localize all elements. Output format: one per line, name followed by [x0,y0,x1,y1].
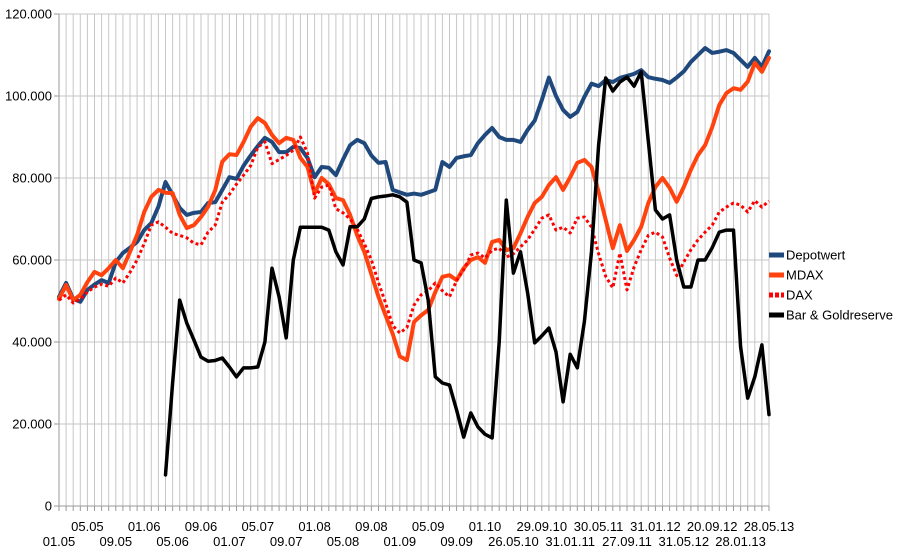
x-axis-label: 29.09.10 [516,519,567,534]
y-axis-label: 100.000 [5,89,52,104]
x-axis-label: 01.06 [128,519,161,534]
x-axis-label: 01.10 [469,519,502,534]
y-axis-label: 0 [45,499,52,514]
x-axis-label: 28.01.13 [715,534,766,549]
y-axis-label: 60.000 [12,253,52,268]
x-axis-label: 05.08 [327,534,360,549]
x-axis-label: 01.09 [384,534,417,549]
x-axis-label: 31.01.11 [545,534,595,549]
x-axis-label: 31.05.12 [658,534,709,549]
x-axis-label: 01.08 [298,519,331,534]
x-axis-label: 05.05 [71,519,104,534]
y-axis-label: 80.000 [12,171,52,186]
x-axis-label: 05.09 [412,519,445,534]
x-axis-label: 27.09.11 [602,534,652,549]
x-axis-label: 31.01.12 [630,519,681,534]
x-axis-label: 20.09.12 [687,519,738,534]
x-axis-label: 26.05.10 [488,534,539,549]
x-axis-label: 30.05.11 [574,519,624,534]
y-axis-label: 20.000 [12,417,52,432]
series-line-dax [58,135,770,335]
legend-label: Bar & Goldreserve [786,308,893,323]
x-axis-label: 09.08 [355,519,388,534]
x-axis-label: 09.05 [100,534,133,549]
x-axis-label: 01.07 [213,534,246,549]
x-axis-label: 28.05.13 [744,519,795,534]
legend-label: Depotwert [786,248,846,263]
y-axis-label: 120.000 [5,7,52,22]
x-axis-label: 09.09 [440,534,473,549]
x-axis-label: 05.07 [242,519,275,534]
x-axis-label: 09.06 [185,519,218,534]
x-axis-label: 05.06 [156,534,189,549]
x-axis-label: 01.05 [43,534,76,549]
legend-label: DAX [786,288,813,303]
x-axis-label: 09.07 [270,534,303,549]
series-line-mdax [57,55,771,363]
legend-label: MDAX [786,268,824,283]
series-line-bar-goldreserve [163,70,771,477]
y-axis-label: 40.000 [12,335,52,350]
